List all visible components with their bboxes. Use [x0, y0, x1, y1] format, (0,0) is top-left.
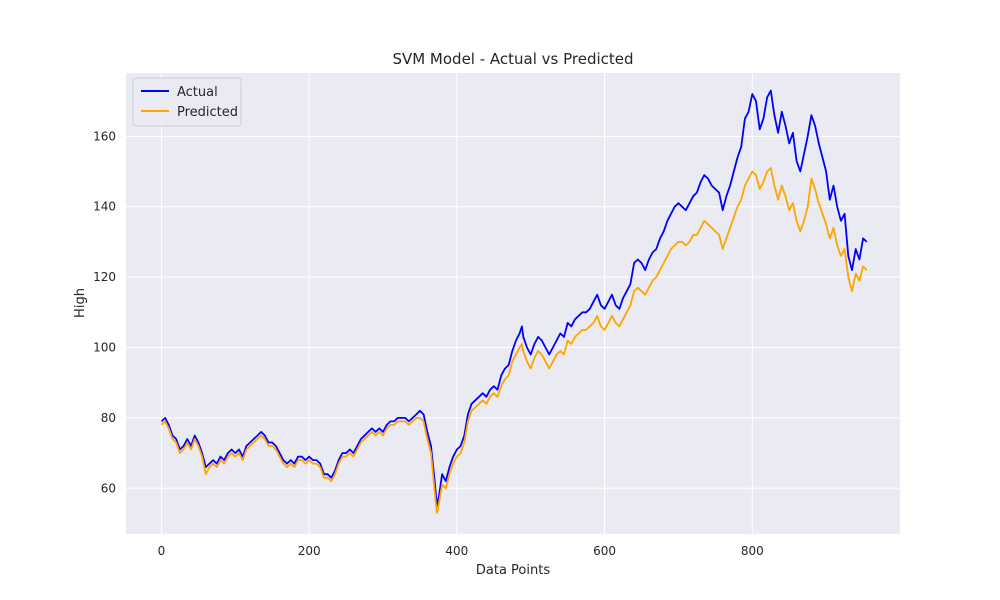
x-tick-label: 800: [741, 544, 764, 558]
x-tick-labels: 0 200 400 600 800: [158, 544, 764, 558]
legend-label-predicted: Predicted: [177, 105, 238, 120]
x-tick-label: 400: [445, 544, 468, 558]
legend-label-actual: Actual: [177, 85, 218, 100]
y-tick-label: 160: [93, 129, 116, 143]
y-gridlines: [126, 135, 900, 489]
y-tick-label: 100: [93, 340, 116, 354]
y-tick-label: 120: [93, 270, 116, 284]
x-axis-label: Data Points: [476, 563, 550, 578]
y-tick-labels: 60 80 100 120 140 160: [93, 129, 116, 495]
plot-background: [126, 73, 900, 534]
chart-title: SVM Model - Actual vs Predicted: [392, 50, 633, 68]
x-tick-label: 600: [593, 544, 616, 558]
y-axis-label: High: [73, 288, 88, 318]
x-tick-label: 200: [298, 544, 321, 558]
y-tick-label: 140: [93, 200, 116, 214]
legend: Actual Predicted: [132, 77, 242, 127]
y-tick-label: 80: [101, 411, 116, 425]
x-tick-label: 0: [158, 544, 166, 558]
series-line-predicted: [160, 167, 868, 514]
series-line-actual: [160, 89, 868, 507]
y-tick-label: 60: [101, 481, 116, 495]
series-layer: [160, 89, 868, 514]
